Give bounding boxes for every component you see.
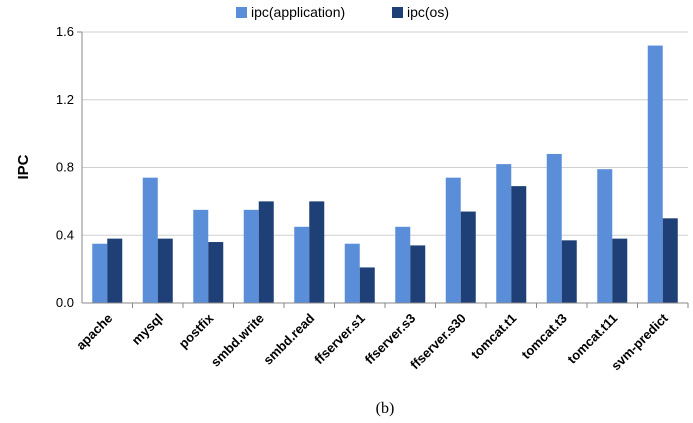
bar-os — [208, 242, 224, 303]
bar-application — [395, 226, 411, 303]
bar-os — [561, 240, 577, 303]
legend: ipc(application) ipc(os) — [236, 4, 449, 20]
x-category-labels: apache mysql postfixsmbd.writesmbd.readffs… — [73, 310, 671, 373]
axes — [77, 31, 689, 308]
x-category-label: postfix — [176, 310, 217, 351]
bar-application — [243, 209, 259, 303]
y-tick-labels: 0.0 0.4 0.8 1.2 1.6 — [56, 24, 74, 310]
figure-caption: (b) — [376, 400, 395, 417]
bar-application — [647, 45, 663, 304]
bar-os — [258, 201, 274, 303]
x-category-label: tomcat.t3 — [518, 311, 569, 362]
x-category-label: ffserver.s1 — [311, 311, 368, 368]
legend-swatch — [392, 7, 403, 18]
bar-os — [511, 186, 527, 303]
y-tick-label: 1.2 — [56, 92, 74, 107]
bar-application — [597, 169, 613, 303]
bar-os — [410, 245, 426, 303]
x-category-label: tomcat.t1 — [468, 311, 519, 362]
bar-os — [157, 238, 173, 303]
bar-os — [460, 211, 476, 303]
bars — [92, 45, 678, 304]
legend-swatch — [236, 7, 247, 18]
bar-application — [142, 177, 158, 303]
x-category-label: mysql — [129, 311, 166, 348]
bar-application — [92, 243, 108, 303]
x-category-label: smbd.read — [260, 310, 317, 367]
x-category-label: apache — [73, 311, 115, 353]
legend-label: ipc(application) — [251, 4, 345, 20]
bar-application — [496, 164, 512, 303]
y-tick-label: 0.0 — [56, 295, 74, 310]
bar-application — [193, 209, 209, 303]
gridlines — [82, 31, 688, 236]
bar-os — [107, 238, 123, 303]
y-tick-label: 1.6 — [56, 24, 74, 39]
bar-os — [309, 201, 325, 303]
bar-os — [359, 267, 375, 303]
y-tick-label: 0.8 — [56, 160, 74, 175]
x-category-label: smbd.write — [208, 311, 267, 370]
bar-application — [294, 226, 310, 303]
bar-application — [344, 243, 360, 303]
legend-label: ipc(os) — [407, 4, 449, 20]
bar-os — [612, 238, 628, 303]
y-axis-label: IPC — [15, 154, 32, 179]
y-tick-label: 0.4 — [56, 227, 74, 242]
bar-os — [662, 218, 678, 303]
bar-application — [445, 177, 461, 303]
bar-application — [546, 153, 562, 303]
